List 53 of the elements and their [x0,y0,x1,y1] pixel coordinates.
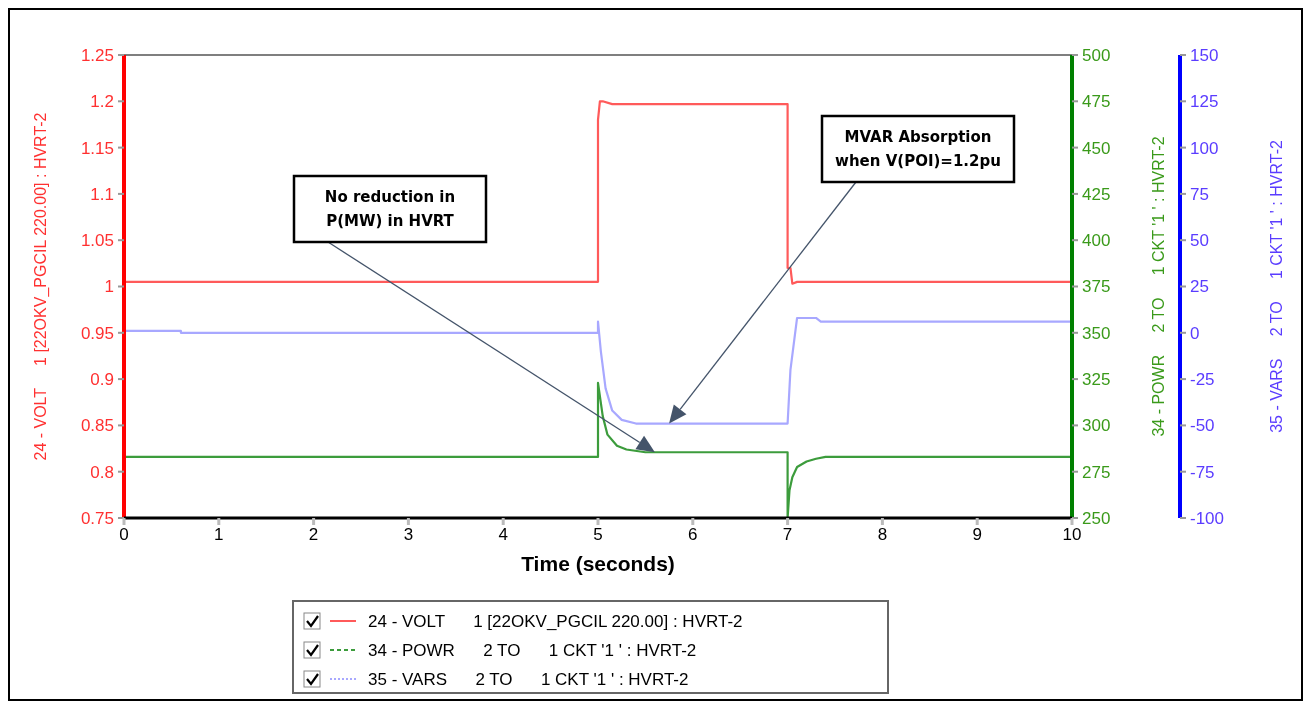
x-tick-label: 10 [1062,525,1082,544]
y-tick-label: 1.05 [80,231,114,251]
y2-tick-label: 450 [1082,138,1111,158]
y3-tick-label: -25 [1190,370,1215,390]
y-axis-title: 24 - VOLT 1 [22OKV_PGCIL 220.00] : HVRT-2 [31,112,50,461]
y-tick-label: 1.25 [80,45,114,65]
legend-label: 34 - POWR 2 TO 1 CKT '1 ' : HVRT-2 [368,640,697,660]
x-tick-label: 5 [593,525,603,544]
y3-tick-label: 100 [1190,138,1219,158]
y2-tick-label: 375 [1082,277,1111,297]
y2-tick-label: 425 [1082,184,1111,204]
annotation: No reduction in P(MW) in HVRT [324,188,456,230]
y-tick-label: 0.75 [80,508,114,528]
legend-label: 35 - VARS 2 TO 1 CKT '1 ' : HVRT-2 [368,669,689,689]
y3-tick-label: -50 [1190,416,1215,436]
x-axis-title: Time (seconds) [521,552,675,575]
y2-tick-label: 325 [1082,370,1111,390]
x-tick-label: 1 [214,525,224,544]
y-tick-label: 0.8 [90,462,114,482]
x-tick-label: 0 [119,525,129,544]
y2-axis-title: 34 - POWR 2 TO 1 CKT '1 ' : HVRT-2 [1149,136,1167,437]
y-tick-label: 1.15 [80,138,114,158]
y2-tick-label: 300 [1082,416,1111,436]
y3-tick-label: 75 [1190,184,1209,204]
y-tick-label: 0.9 [90,370,114,390]
y3-tick-label: 50 [1190,231,1209,251]
y-tick-label: 0.85 [80,416,114,436]
y2-tick-label: 500 [1082,45,1111,65]
x-tick-label: 8 [877,525,888,544]
x-tick-label: 6 [688,525,698,544]
x-tick-label: 2 [308,525,319,544]
y2-tick-label: 350 [1082,323,1111,343]
y3-tick-label: 125 [1190,92,1219,112]
y3-tick-label: 150 [1190,45,1219,65]
x-tick-label: 9 [972,525,982,544]
x-tick-label: 4 [498,525,508,544]
y-tick-label: 1.2 [90,92,114,112]
annotation: MVAR Absorption when V(POI)=1.2pu [835,128,1001,170]
x-tick-label: 3 [403,525,414,544]
x-tick-label: 7 [782,525,793,544]
y3-tick-label: 25 [1190,277,1209,297]
y-tick-label: 1 [104,277,114,297]
legend-label: 24 - VOLT 1 [22OKV_PGCIL 220.00] : HVRT-2 [368,611,743,631]
y2-tick-label: 250 [1082,508,1111,528]
y2-tick-label: 275 [1082,462,1111,482]
y3-axis-title: 35 - VARS 2 TO 1 CKT '1 ' : HVRT-2 [1267,140,1285,433]
y-tick-label: 1.1 [90,184,114,204]
y3-tick-label: -100 [1190,508,1225,528]
y2-tick-label: 400 [1082,231,1111,251]
y3-tick-label: 0 [1190,323,1200,343]
y2-tick-label: 475 [1082,92,1111,112]
y3-tick-label: -75 [1190,462,1215,482]
y-tick-label: 0.95 [80,323,114,343]
